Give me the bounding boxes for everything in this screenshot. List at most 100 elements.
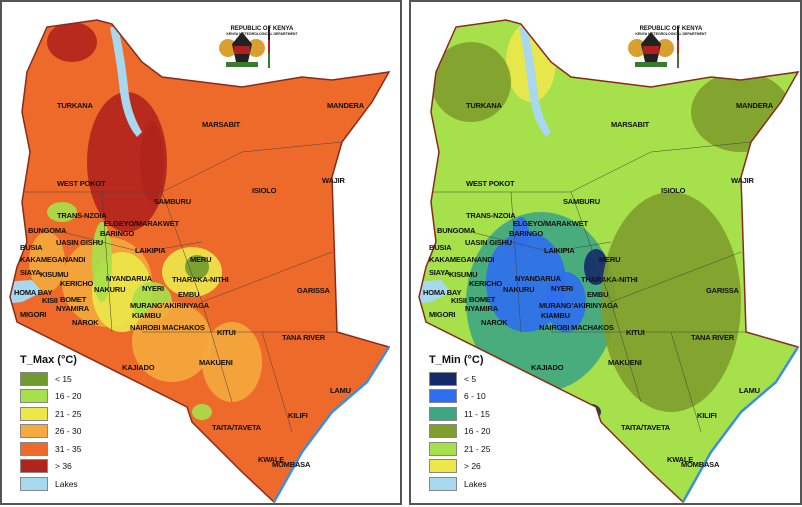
lake-turkana bbox=[519, 27, 551, 137]
temperature-zone bbox=[47, 22, 97, 62]
legend-swatch bbox=[429, 389, 457, 404]
legend-label: 6 - 10 bbox=[464, 391, 486, 402]
kenya-coat-of-arms-logo: REPUBLIC OF KENYA KENYA METEOROLOGICAL DE… bbox=[621, 26, 721, 68]
county-label: KILIFI bbox=[697, 411, 717, 420]
temperature-zone bbox=[132, 302, 212, 382]
county-label: WEST POKOT bbox=[466, 179, 515, 188]
county-label: ISIOLO bbox=[661, 186, 686, 195]
county-label: KWALE bbox=[258, 455, 285, 464]
logo-subtitle: KENYA METEOROLOGICAL DEPARTMENT bbox=[226, 32, 298, 36]
legend-label: Lakes bbox=[55, 478, 78, 489]
county-label: TAITA/TAVETA bbox=[621, 423, 670, 432]
county-label: TANA RIVER bbox=[691, 333, 735, 342]
county-label: ELGEYO/MARAKWET bbox=[104, 219, 179, 228]
legend-item: < 5 bbox=[429, 370, 490, 388]
legend-label: 16 - 20 bbox=[55, 391, 82, 402]
county-label: NAIROBI MACHAKOS bbox=[130, 323, 205, 332]
legend-label: < 5 bbox=[464, 373, 477, 384]
county-borders bbox=[22, 141, 343, 433]
legend-title: T_Min (°C) bbox=[429, 354, 484, 366]
temperature-zone bbox=[513, 217, 529, 247]
county-label: KISII bbox=[451, 296, 467, 305]
legend-swatch bbox=[20, 424, 48, 439]
county-label: MANDERA bbox=[736, 101, 773, 110]
temperature-zone bbox=[29, 232, 65, 292]
temperature-zone bbox=[601, 192, 741, 412]
county-label: TRANS-NZOIA bbox=[57, 211, 107, 220]
legend-swatch bbox=[20, 371, 48, 386]
county-label: KWALE bbox=[667, 455, 694, 464]
county-label: MERU bbox=[599, 255, 621, 264]
county-label: NYERI bbox=[142, 284, 164, 293]
legend-label: > 36 bbox=[55, 461, 72, 472]
county-label: GARISSA bbox=[297, 286, 330, 295]
county-label: KAKAMEGANANDI bbox=[429, 255, 495, 264]
county-label: SIAYA bbox=[429, 268, 450, 277]
county-label: BUSIA bbox=[20, 243, 43, 252]
county-label: MURANG'AKIRINYAGA bbox=[539, 301, 618, 310]
county-label: LAIKIPIA bbox=[544, 246, 575, 255]
county-label: KAJIADO bbox=[531, 363, 564, 372]
county-label: ISIOLO bbox=[252, 186, 277, 195]
legend-item: 16 - 20 bbox=[429, 423, 490, 441]
legend-label: 31 - 35 bbox=[55, 443, 82, 454]
legend-swatch bbox=[429, 476, 457, 491]
county-label: MIGORI bbox=[429, 310, 456, 319]
county-label: NYANDARUA bbox=[106, 274, 152, 283]
temperature-zone bbox=[192, 404, 212, 420]
county-label: KIAMBU bbox=[541, 311, 570, 320]
legend-label: 26 - 30 bbox=[55, 426, 82, 437]
county-label: KITUI bbox=[217, 328, 236, 337]
temperature-zone bbox=[546, 272, 586, 332]
temperature-zone bbox=[92, 222, 112, 302]
county-label: TAITA/TAVETA bbox=[212, 423, 261, 432]
county-label: KISUMU bbox=[449, 270, 478, 279]
temperature-zone bbox=[691, 72, 791, 152]
legend-swatch bbox=[429, 441, 457, 456]
county-label: TANA RIVER bbox=[282, 333, 326, 342]
legend-swatch bbox=[20, 459, 48, 474]
county-label: ELGEYO/MARAKWET bbox=[513, 219, 588, 228]
county-label: UASIN GISHU bbox=[56, 238, 103, 247]
legend-item: Lakes bbox=[20, 475, 81, 493]
county-label: MARSABIT bbox=[202, 120, 240, 129]
temperature-zone bbox=[185, 255, 209, 279]
county-label: NAROK bbox=[481, 318, 508, 327]
county-label: MIGORI bbox=[20, 310, 47, 319]
temperature-zone bbox=[140, 122, 164, 202]
logo-title: REPUBLIC OF KENYA bbox=[639, 26, 703, 32]
county-label: MARSABIT bbox=[611, 120, 649, 129]
county-label: SIAYA bbox=[20, 268, 41, 277]
legend-swatch bbox=[429, 406, 457, 421]
county-label: GARISSA bbox=[706, 286, 739, 295]
county-label: SAMBURU bbox=[154, 197, 191, 206]
county-label: BARINGO bbox=[100, 229, 135, 238]
legend-swatch bbox=[20, 389, 48, 404]
county-label: NAROK bbox=[72, 318, 99, 327]
logo-title: REPUBLIC OF KENYA bbox=[230, 26, 294, 32]
kenya-coat-of-arms-logo: REPUBLIC OF KENYA KENYA METEOROLOGICAL DE… bbox=[212, 26, 312, 68]
lake-turkana bbox=[110, 27, 142, 137]
county-label: KERICHO bbox=[469, 279, 503, 288]
legend-label: Lakes bbox=[464, 478, 487, 489]
county-label: LAMU bbox=[330, 386, 351, 395]
tmin-map-panel: TURKANA MARSABIT MANDERA WAJIR WEST POKOT SAM… bbox=[409, 0, 802, 505]
county-label: NAKURU bbox=[503, 285, 535, 294]
legend-item: > 26 bbox=[429, 458, 490, 476]
county-label: TURKANA bbox=[466, 101, 502, 110]
county-label: EMBU bbox=[587, 290, 609, 299]
legend-item: 21 - 25 bbox=[429, 440, 490, 458]
county-label: EMBU bbox=[178, 290, 200, 299]
county-label: MAKUENI bbox=[608, 358, 642, 367]
county-label: KISII bbox=[42, 296, 58, 305]
county-label: SAMBURU bbox=[563, 197, 600, 206]
county-label: THARAKA-NITHI bbox=[172, 275, 229, 284]
county-label: HOMA BAY bbox=[423, 288, 462, 297]
county-label: KERICHO bbox=[60, 279, 94, 288]
tmax-map-panel: TURKANA MARSABIT MANDERA WAJIR WEST POKOT SAM… bbox=[0, 0, 402, 505]
county-label: KISUMU bbox=[40, 270, 69, 279]
legend-item: 31 - 35 bbox=[20, 440, 81, 458]
temperature-zone bbox=[202, 322, 262, 402]
county-label: BARINGO bbox=[509, 229, 544, 238]
coat-of-arms-icon bbox=[628, 26, 679, 68]
